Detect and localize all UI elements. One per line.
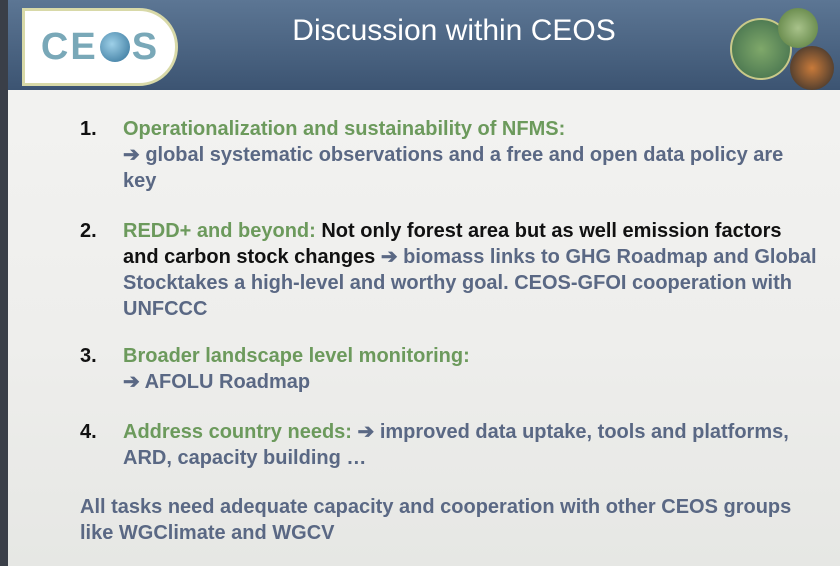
list-item: 4.Address country needs: ➔ improved data… [80, 419, 820, 471]
logo-text: S [132, 26, 159, 69]
item-number: 2. [80, 218, 97, 244]
list-item: 2.REDD+ and beyond: Not only forest area… [80, 218, 820, 322]
image [790, 46, 834, 90]
item-number: 4. [80, 419, 97, 445]
item-heading: Broader landscape level monitoring: [123, 345, 470, 367]
item-heading: Operationalization and sustainability of… [123, 118, 565, 140]
item-number: 3. [80, 343, 97, 369]
item-heading: Address country needs: [123, 421, 352, 443]
list-item: 3. Broader landscape level monitoring: ➔ A… [80, 343, 820, 395]
item-number: 1. [80, 116, 97, 142]
logo-text: CE [41, 26, 98, 69]
slide: CE S Discussion within CEOS 1. Operational… [0, 0, 840, 566]
list-item: 1. Operationalization and sustainability … [80, 116, 820, 194]
item-body: ➔ global systematic observations and a f… [123, 144, 783, 192]
title: Discussion within CEOS [188, 14, 720, 48]
logo-globe [100, 32, 130, 62]
header: CE S Discussion within CEOS [8, 0, 840, 90]
footer-text: All tasks need adequate capacity and coo… [80, 494, 800, 546]
image [778, 8, 818, 48]
header-images [720, 6, 840, 86]
item-body: ➔ AFOLU Roadmap [123, 371, 310, 393]
edge [0, 0, 8, 566]
logo: CE S [22, 8, 178, 86]
item-heading: REDD+ and beyond: [123, 220, 316, 242]
